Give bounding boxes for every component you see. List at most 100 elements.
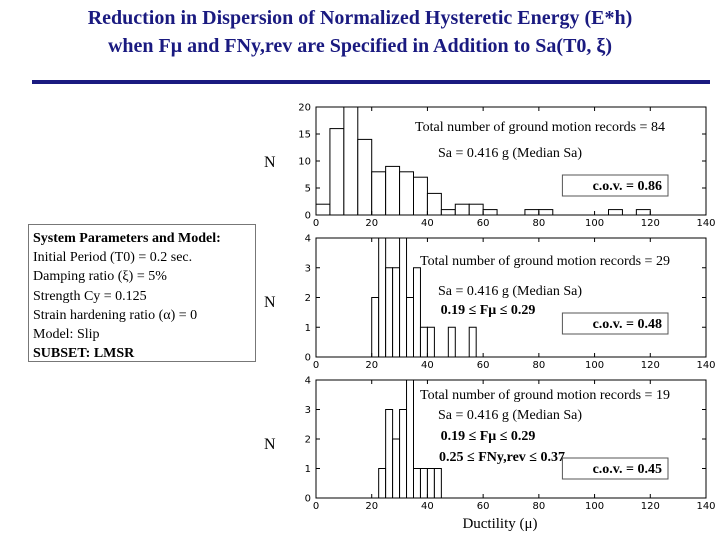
annotation-text: Sa = 0.416 g (Median Sa) [438, 284, 582, 299]
histogram-bar [385, 267, 394, 358]
histogram-bar [371, 171, 387, 216]
x-tick-label: 0 [313, 360, 319, 371]
histogram-bar [419, 326, 428, 358]
histogram-bar [329, 128, 345, 216]
annotation-text: 0.25 ≤ FNy,rev ≤ 0.37 [439, 450, 565, 465]
histogram-bar [468, 326, 477, 358]
y-tick-label: 5 [305, 184, 311, 195]
x-tick-label: 60 [477, 218, 490, 229]
y-tick-label: 0 [305, 211, 311, 222]
x-tick-label: 0 [313, 501, 319, 512]
histogram-bar [454, 203, 470, 216]
x-tick-label: 120 [641, 501, 660, 512]
params-damping: Damping ratio (ξ) = 5% [33, 269, 167, 285]
annotation-text: Total number of ground motion records = … [420, 388, 670, 403]
histogram-bar [482, 209, 498, 216]
histogram-bar [343, 106, 359, 216]
chart-title-line2: when Fμ and FNy,rev are Specified in Add… [107, 35, 612, 57]
annotation-text: 0.19 ≤ Fμ ≤ 0.29 [441, 303, 536, 318]
histogram-bar [468, 203, 484, 216]
y-tick-label: 15 [298, 130, 311, 141]
cov-box [561, 312, 669, 335]
chart-title-line1: Reduction in Dispersion of Normalized Hy… [87, 7, 633, 29]
y-tick-label: 0 [305, 353, 311, 364]
y-tick-label: 1 [305, 464, 311, 475]
annotation-text: c.o.v. = 0.45 [593, 462, 662, 477]
y-tick-label: 4 [305, 234, 311, 245]
histogram-bar [392, 438, 401, 499]
x-tick-label: 120 [641, 360, 660, 371]
histogram-bar [413, 267, 421, 358]
histogram-bar [413, 468, 421, 499]
annotation-text: c.o.v. = 0.48 [593, 317, 662, 332]
x-tick-label: 80 [532, 360, 545, 371]
y-tick-label: 3 [305, 405, 311, 416]
x-tick-label: 140 [696, 360, 715, 371]
annotation-text: Total number of ground motion records = … [420, 254, 670, 269]
histogram-bar [399, 171, 415, 216]
x-tick-label: 40 [421, 360, 434, 371]
params-subset: SUBSET: LMSR [33, 346, 135, 362]
histogram-bar [371, 297, 380, 358]
params-model: Model: Slip [33, 327, 100, 343]
params-heading: System Parameters and Model: [33, 231, 221, 246]
cov-box [561, 174, 669, 197]
ylabel-panel2: N [264, 294, 276, 311]
x-tick-label: 60 [477, 360, 490, 371]
annotation-text: c.o.v. = 0.86 [593, 179, 662, 194]
x-tick-label: 100 [585, 218, 604, 229]
histogram-bar [357, 138, 373, 216]
histogram-bar [440, 209, 456, 216]
x-tick-label: 60 [477, 501, 490, 512]
x-tick-label: 20 [365, 218, 378, 229]
y-tick-label: 4 [305, 376, 311, 387]
title-divider [32, 80, 710, 84]
y-tick-label: 10 [298, 157, 311, 168]
histogram-bar [433, 468, 442, 499]
histogram-bar [608, 209, 623, 216]
cov-box [561, 457, 669, 480]
histogram-bar [635, 209, 651, 216]
params-hardening: Strain hardening ratio (α) = 0 [33, 307, 198, 323]
x-tick-label: 20 [365, 360, 378, 371]
ylabel-panel1: N [264, 154, 276, 171]
y-tick-label: 1 [305, 323, 311, 334]
x-tick-label: 100 [585, 501, 604, 512]
histogram-bar [385, 409, 394, 499]
histogram-bar [426, 326, 435, 358]
histogram-bar [392, 267, 401, 358]
ylabel-panel3: N [264, 436, 276, 453]
x-tick-label: 40 [421, 501, 434, 512]
histogram-bar [406, 297, 414, 358]
y-tick-label: 3 [305, 263, 311, 274]
histogram-bar [419, 468, 428, 499]
x-tick-label: 140 [696, 218, 715, 229]
histogram-bar [426, 192, 442, 216]
annotation-text: Total number of ground motion records = … [415, 120, 665, 135]
histogram-bar [538, 209, 554, 216]
annotation-text: Sa = 0.416 g (Median Sa) [438, 408, 582, 423]
x-tick-label: 80 [532, 218, 545, 229]
histogram-bar [399, 237, 408, 358]
system-parameters-box: System Parameters and Model: Initial Per… [28, 224, 256, 362]
x-tick-label: 80 [532, 501, 545, 512]
histogram-bar [399, 409, 408, 499]
x-axis-label: Ductility (μ) [462, 516, 538, 532]
x-tick-label: 140 [696, 501, 715, 512]
histogram-bar [315, 203, 331, 216]
params-strength: Strength Cy = 0.125 [33, 288, 147, 304]
y-tick-label: 2 [305, 293, 311, 304]
y-tick-label: 20 [298, 103, 311, 114]
annotation-text: Sa = 0.416 g (Median Sa) [438, 146, 582, 161]
histogram-bar [447, 326, 456, 358]
histogram-bar [426, 468, 435, 499]
y-tick-label: 0 [305, 494, 311, 505]
x-tick-label: 100 [585, 360, 604, 371]
x-tick-label: 40 [421, 218, 434, 229]
x-tick-label: 20 [365, 501, 378, 512]
histogram-bar [406, 379, 414, 499]
histogram-bar [378, 237, 387, 358]
x-tick-label: 0 [313, 218, 319, 229]
params-period: Initial Period (T0) = 0.2 sec. [33, 250, 193, 266]
